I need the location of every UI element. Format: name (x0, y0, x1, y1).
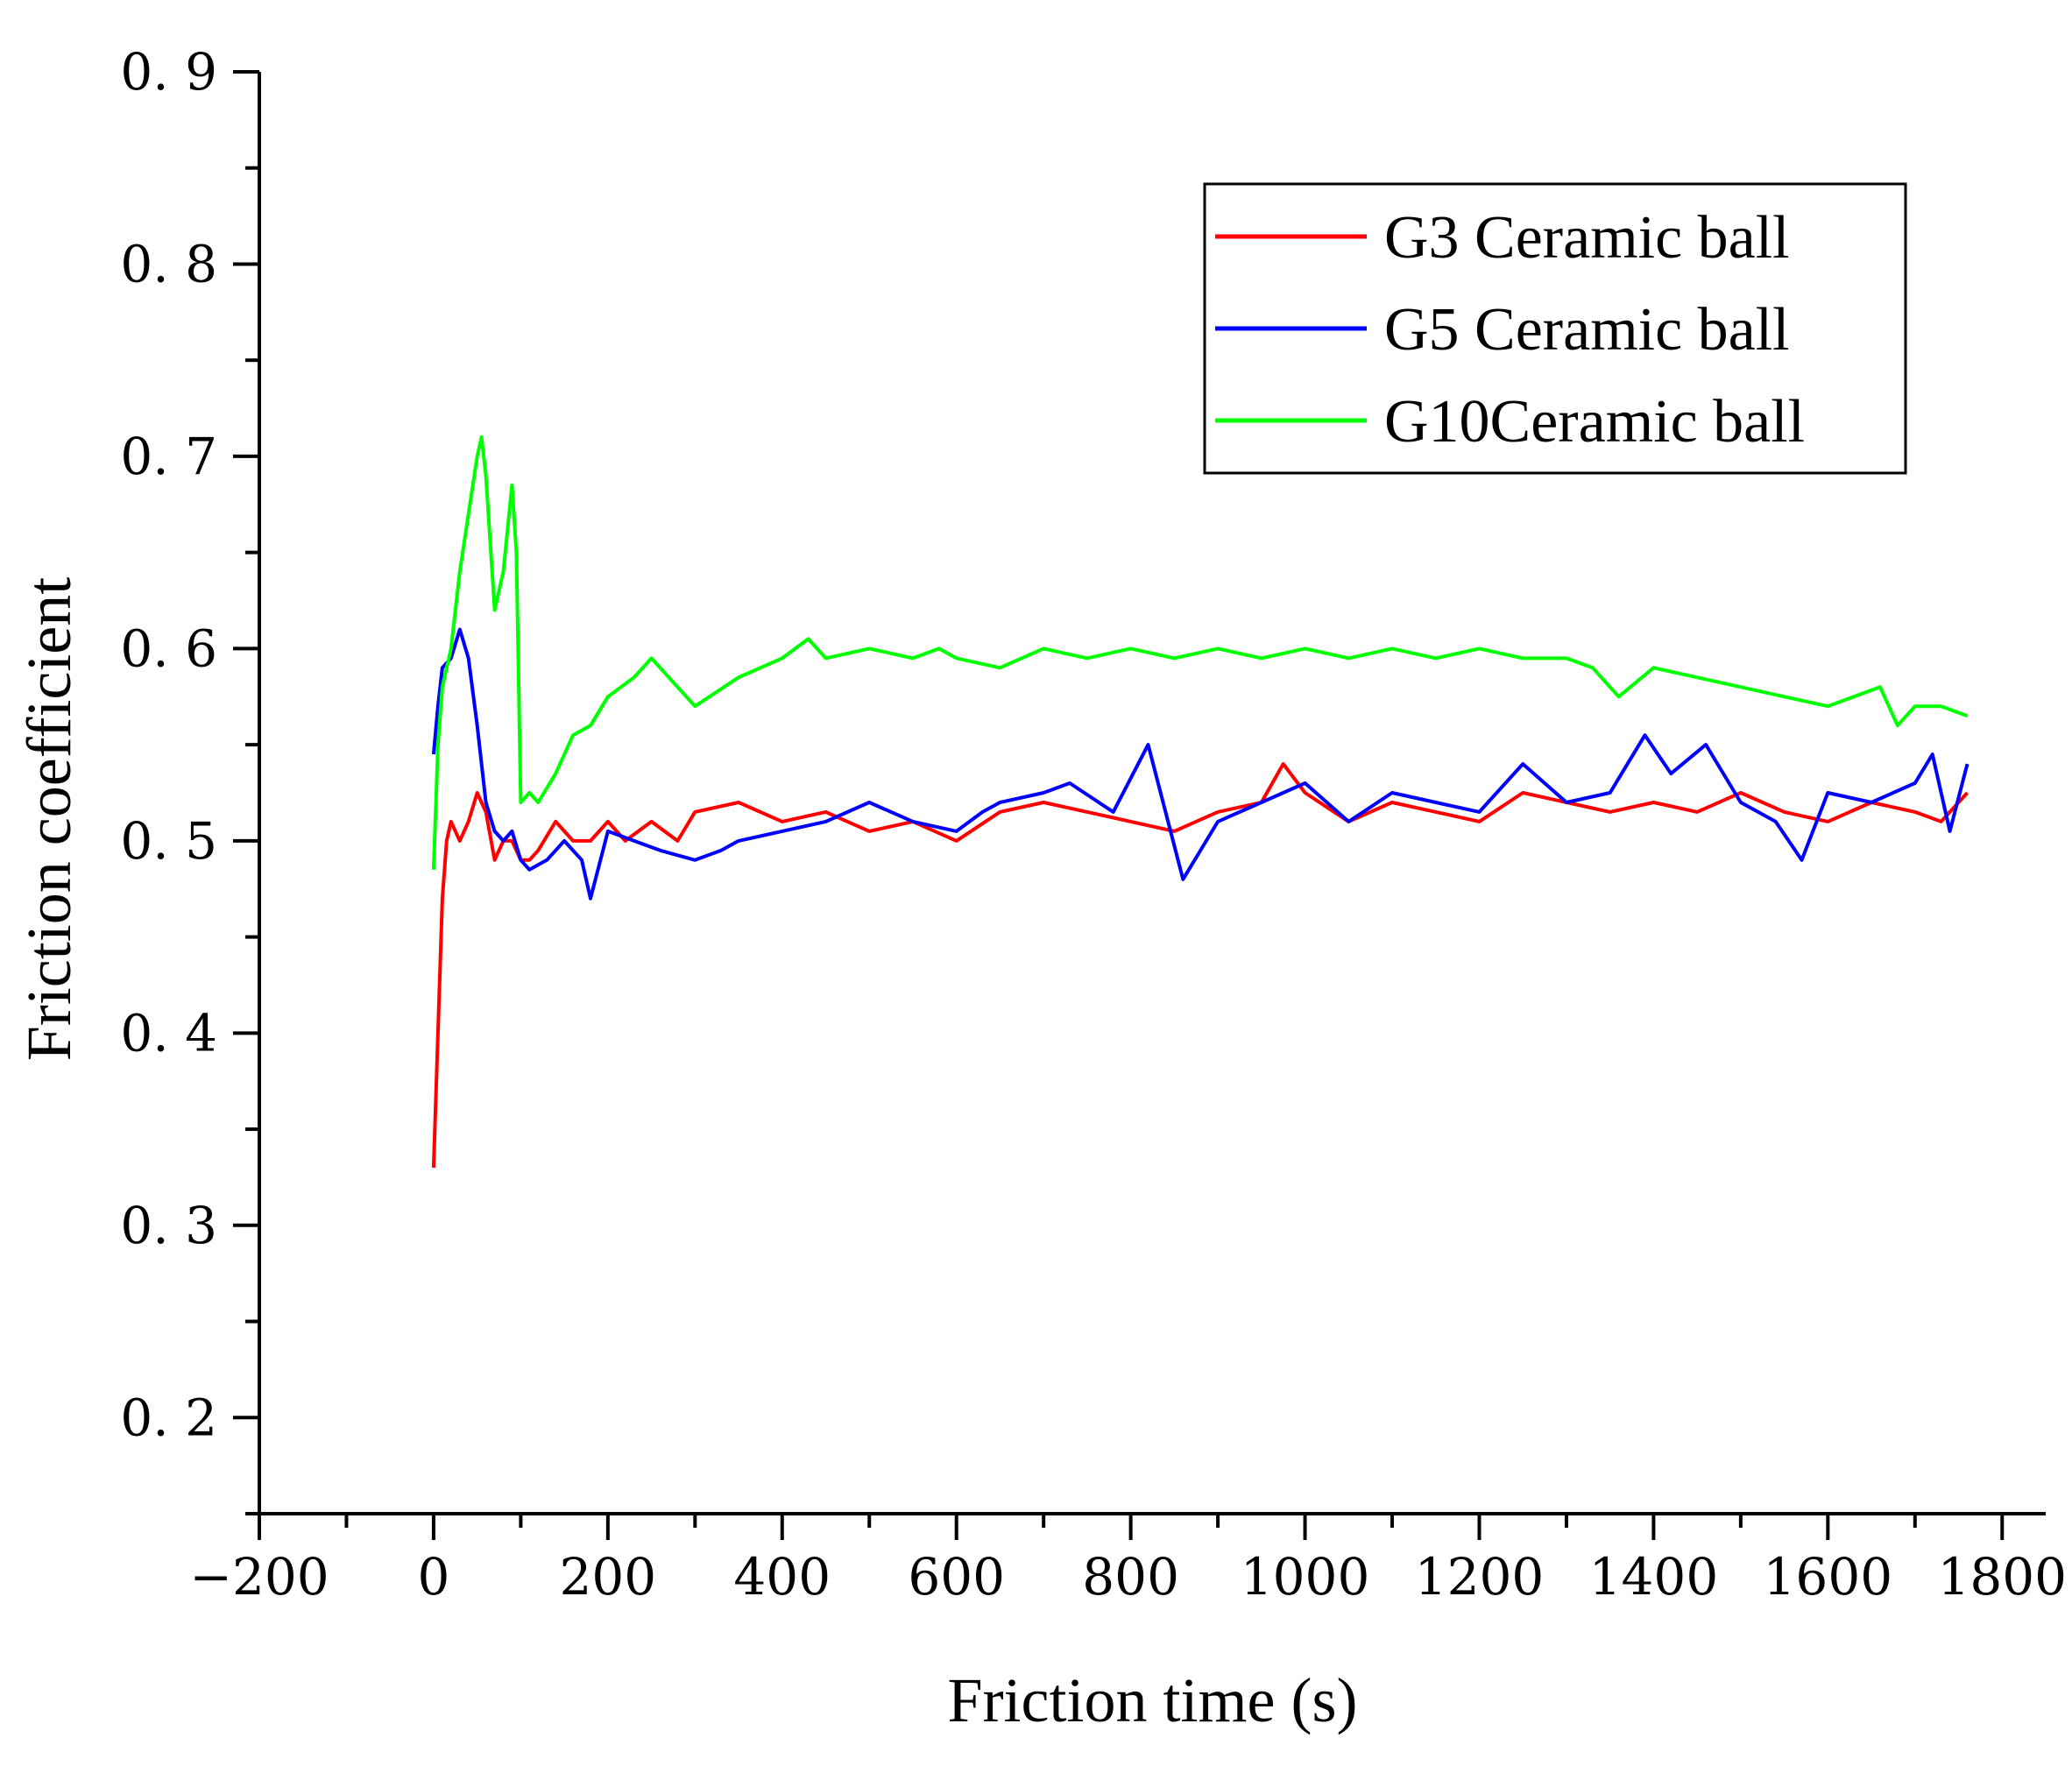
series-line-g10ceramic-ball (431, 435, 1969, 870)
x-tick-label: 1000 (1241, 1547, 1370, 1607)
x-axis-title: Friction time (s) (948, 1665, 1358, 1735)
y-tick-label: 0. 9 (120, 42, 217, 102)
x-tick-label: 1600 (1764, 1547, 1893, 1607)
y-tick-label: 0. 8 (120, 234, 217, 293)
x-tick-label: 200 (559, 1547, 656, 1607)
y-tick-label: 0. 4 (120, 1003, 217, 1063)
y-tick-label: 0. 6 (120, 618, 217, 678)
series-line-g3-ceramic-ball (431, 762, 1969, 1169)
y-tick-label: 0. 7 (120, 427, 217, 486)
axes: −200 0 200 400 600 800 1000 1200 1400 1600 1800 0. … (120, 42, 2067, 1607)
legend: G3 Ceramic ball G5 Ceramic ball G10Ceramic… (1203, 182, 1907, 475)
x-tick-label: 800 (1082, 1547, 1179, 1607)
legend-label: G5 Ceramic ball (1384, 296, 1790, 364)
y-tick-label: 0. 3 (120, 1196, 217, 1255)
y-tick-label: 0. 5 (120, 811, 217, 871)
y-tick-label: 0. 2 (120, 1388, 217, 1447)
plot-lines (431, 435, 1969, 1169)
x-tick-label: 0 (417, 1547, 449, 1607)
series-line-g5-ceramic-ball (431, 627, 1969, 901)
x-tick-label: 600 (908, 1547, 1005, 1607)
x-tick-label: 400 (733, 1547, 831, 1607)
x-tick-label: 1400 (1589, 1547, 1719, 1607)
y-axis-title: Friction coefficient (14, 577, 84, 1061)
legend-label: G3 Ceramic ball (1384, 204, 1790, 272)
legend-label: G10Ceramic ball (1384, 388, 1805, 456)
x-tick-label: 1200 (1415, 1547, 1545, 1607)
x-tick-label: 1800 (1937, 1547, 2067, 1607)
x-tick-label: −200 (189, 1547, 329, 1607)
